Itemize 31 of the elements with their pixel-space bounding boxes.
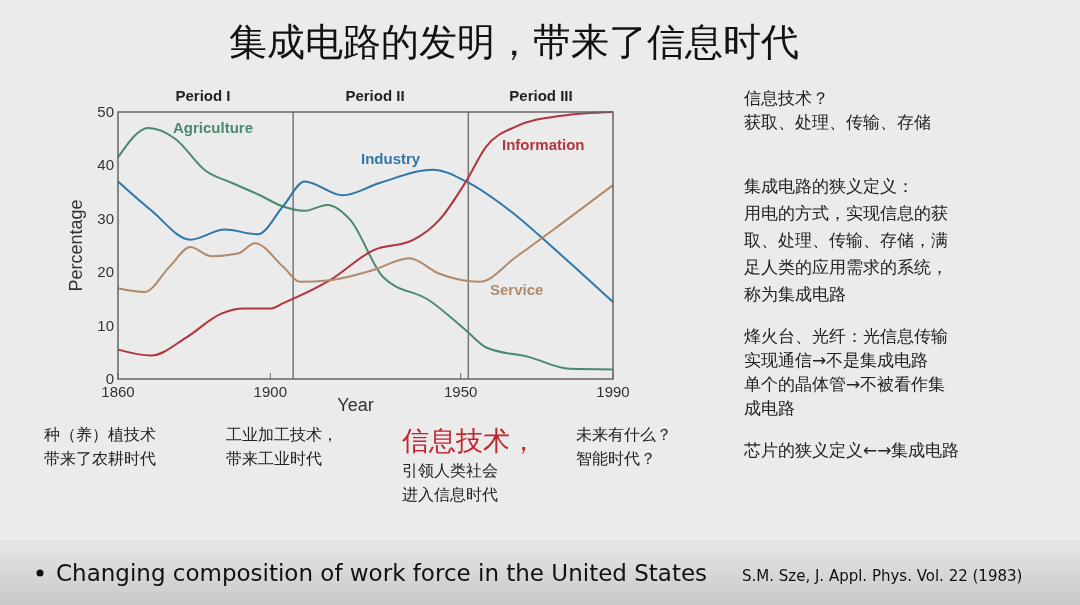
text: 芯片的狭义定义←→集成电路 (743, 440, 960, 460)
text: Changing composition of work force in the United States (56, 560, 708, 586)
y-tick-label: 10 (97, 316, 114, 334)
text: 信息技术， (402, 425, 537, 456)
series-label: Service (490, 281, 544, 298)
y-tick-label: 30 (97, 209, 114, 227)
x-tick-label: 1990 (596, 383, 630, 400)
x-tick-label: 1950 (444, 383, 478, 400)
chart-title: 集成电路的发明，带来了信息时代 (229, 20, 799, 64)
text: 工业加工技术，带来工业时代 (226, 425, 338, 468)
y-axis-title: Percentage (66, 199, 86, 292)
series-label: Industry (361, 150, 421, 167)
text: 信息技术？获取、处理、传输、存储 (744, 88, 931, 132)
text: Period III (509, 87, 573, 104)
text: 种（养）植技术带来了农耕时代 (44, 425, 156, 468)
text: 引领人类社会进入信息时代 (402, 461, 498, 504)
line-series (117, 168, 614, 304)
text: Period II (345, 87, 405, 104)
text: 集成电路的狭义定义：用电的方式，实现信息的获取、处理、传输、存储，满足人类的应用需求的系统，称为集成电路 (744, 176, 948, 304)
line-series (117, 184, 614, 293)
y-tick-label: 40 (97, 156, 114, 174)
text: S.M. Sze, J. Appl. Phys. Vol. 22 (1983) (742, 567, 1023, 585)
x-axis-title: Year (337, 395, 374, 415)
text: Period I (175, 87, 231, 104)
text: 烽火台、光纤：光信息传输实现通信→不是集成电路单个的晶体管→不被看作集成电路 (744, 326, 948, 418)
series-label: Information (502, 136, 585, 153)
text: 未来有什么？智能时代？ (576, 425, 672, 468)
series-label: Agriculture (173, 119, 254, 136)
x-tick-label: 1900 (253, 383, 287, 400)
y-tick-label: 50 (97, 103, 114, 120)
y-tick-label: 20 (97, 263, 114, 281)
